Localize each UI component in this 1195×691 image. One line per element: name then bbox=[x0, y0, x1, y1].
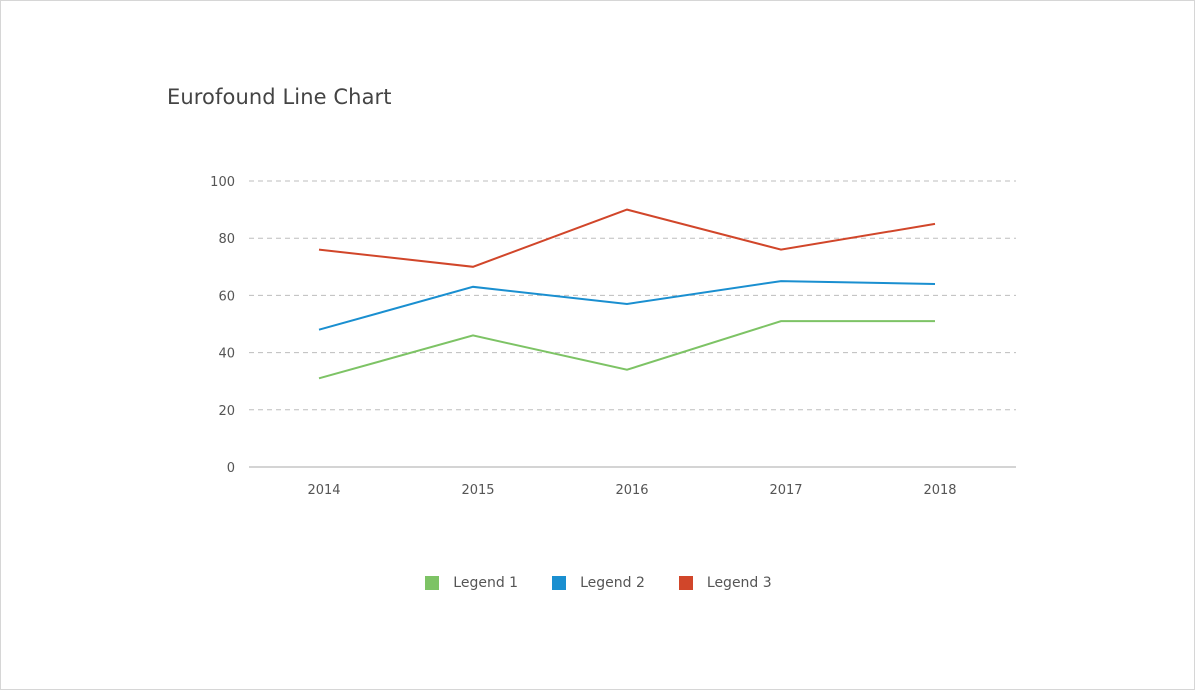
x-tick-label: 2015 bbox=[461, 483, 494, 498]
legend-label: Legend 2 bbox=[580, 575, 645, 591]
y-tick-label: 40 bbox=[218, 347, 235, 362]
series-line-2 bbox=[318, 280, 936, 331]
y-tick-label: 20 bbox=[218, 404, 235, 419]
legend-item: Legend 1 bbox=[425, 575, 518, 591]
x-tick-label: 2017 bbox=[769, 483, 802, 498]
legend-label: Legend 1 bbox=[453, 575, 519, 591]
y-tick-label: 100 bbox=[210, 175, 235, 190]
legend-item: Legend 3 bbox=[678, 575, 772, 591]
legend-swatch bbox=[552, 576, 567, 590]
series-line-1 bbox=[318, 320, 935, 380]
legend-label: Legend 3 bbox=[706, 575, 772, 591]
y-tick-label: 0 bbox=[227, 461, 235, 476]
x-tick-label: 2018 bbox=[923, 483, 956, 498]
legend-swatch bbox=[678, 576, 693, 590]
chart-title: Eurofound Line Chart bbox=[167, 85, 392, 109]
y-tick-label: 60 bbox=[218, 289, 235, 304]
chart-legend: Legend 1 Legend 2 Legend 3 bbox=[1, 575, 1195, 591]
legend-swatch bbox=[425, 576, 440, 590]
x-tick-label: 2014 bbox=[307, 483, 340, 498]
series-line-3 bbox=[318, 208, 936, 268]
y-tick-label: 80 bbox=[218, 232, 235, 247]
legend-item: Legend 2 bbox=[552, 575, 645, 591]
x-tick-label: 2016 bbox=[615, 483, 648, 498]
